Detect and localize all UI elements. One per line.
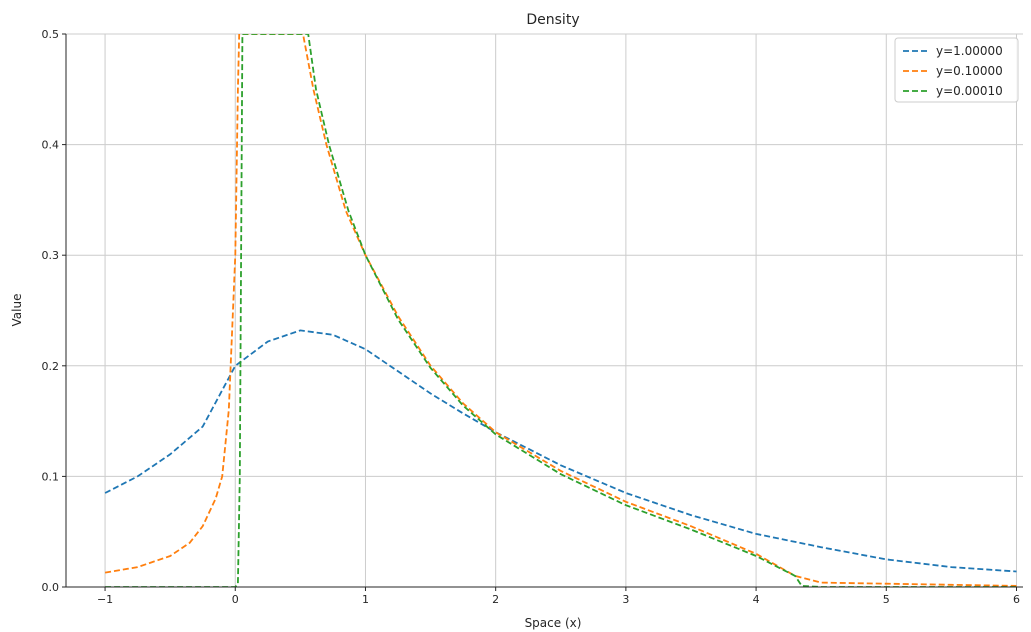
grid <box>66 33 1023 588</box>
series-line-2 <box>104 34 1017 587</box>
legend-label: y=1.00000 <box>936 44 1003 58</box>
ticks: −1 0 1 2 3 4 5 6 0.0 0.1 0.2 0.3 0.4 0.5 <box>42 28 1020 606</box>
legend-box <box>894 37 1019 103</box>
x-tick-label: 2 <box>492 593 499 606</box>
x-tick-label: −1 <box>97 593 113 606</box>
x-tick-label: 5 <box>883 593 890 606</box>
legend-label: y=0.00010 <box>936 84 1003 98</box>
series-line-1 <box>104 329 1017 573</box>
legend-label: y=0.10000 <box>936 64 1003 78</box>
y-tick-label: 0.2 <box>42 360 60 373</box>
y-tick-label: 0.4 <box>42 139 60 152</box>
y-axis-label: Value <box>10 294 24 327</box>
x-tick-label: 4 <box>753 593 760 606</box>
x-tick-label: 3 <box>622 593 629 606</box>
series-line-3 <box>105 34 1017 587</box>
x-tick-label: 0 <box>232 593 239 606</box>
legend: y=1.00000 y=0.10000 y=0.00010 <box>894 37 1019 103</box>
y-tick-label: 0.0 <box>42 581 60 594</box>
axes <box>65 34 1023 588</box>
x-tick-label: 6 <box>1013 593 1020 606</box>
y-tick-label: 0.1 <box>42 470 60 483</box>
x-axis-label: Space (x) <box>525 616 582 630</box>
series-layer <box>104 34 1017 587</box>
y-tick-label: 0.5 <box>42 28 60 41</box>
y-tick-label: 0.3 <box>42 249 60 262</box>
chart-title: Density <box>526 12 579 28</box>
x-tick-label: 1 <box>362 593 369 606</box>
